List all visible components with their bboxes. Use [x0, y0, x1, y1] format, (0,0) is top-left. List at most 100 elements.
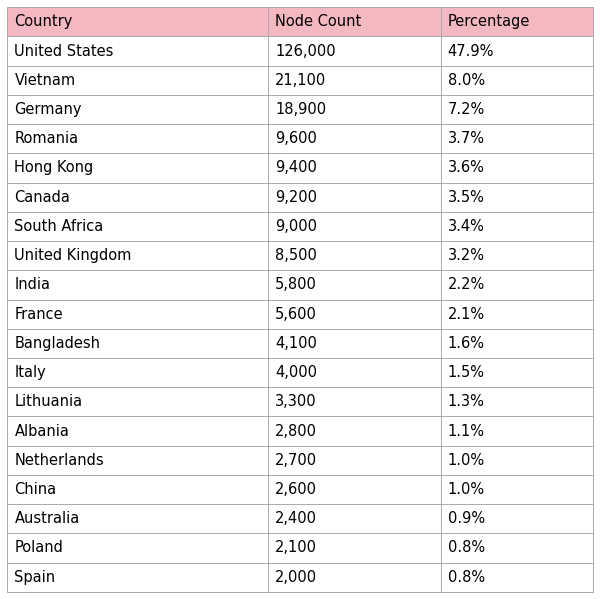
- Bar: [440, 241, 593, 270]
- Bar: [440, 329, 593, 358]
- Bar: [7, 95, 268, 124]
- Bar: [268, 95, 440, 124]
- Text: Albania: Albania: [14, 423, 69, 438]
- Bar: [268, 504, 440, 533]
- Bar: [268, 446, 440, 475]
- Bar: [440, 533, 593, 562]
- Text: 9,200: 9,200: [275, 190, 317, 205]
- Text: Vietnam: Vietnam: [14, 72, 76, 88]
- Text: 2,400: 2,400: [275, 511, 317, 527]
- Text: 3.2%: 3.2%: [448, 248, 485, 263]
- Text: 4,100: 4,100: [275, 336, 317, 351]
- Bar: [440, 66, 593, 95]
- Text: 9,600: 9,600: [275, 131, 317, 146]
- Bar: [7, 475, 268, 504]
- Text: 2.1%: 2.1%: [448, 307, 485, 322]
- Bar: [7, 358, 268, 387]
- Bar: [268, 387, 440, 416]
- Bar: [7, 300, 268, 329]
- Text: 2,700: 2,700: [275, 453, 317, 468]
- Text: 3.7%: 3.7%: [448, 131, 485, 146]
- Bar: [440, 504, 593, 533]
- Text: 2,000: 2,000: [275, 570, 317, 585]
- Bar: [268, 212, 440, 241]
- Text: 18,900: 18,900: [275, 102, 326, 117]
- Text: 3,300: 3,300: [275, 394, 317, 409]
- Bar: [440, 446, 593, 475]
- Bar: [440, 37, 593, 66]
- Text: 2.2%: 2.2%: [448, 277, 485, 292]
- Bar: [440, 95, 593, 124]
- Text: Lithuania: Lithuania: [14, 394, 83, 409]
- Text: Canada: Canada: [14, 190, 70, 205]
- Text: 3.6%: 3.6%: [448, 161, 485, 176]
- Text: Hong Kong: Hong Kong: [14, 161, 94, 176]
- Bar: [268, 300, 440, 329]
- Text: 0.9%: 0.9%: [448, 511, 485, 527]
- Bar: [7, 212, 268, 241]
- Bar: [440, 212, 593, 241]
- Bar: [268, 241, 440, 270]
- Bar: [440, 124, 593, 153]
- Text: Netherlands: Netherlands: [14, 453, 104, 468]
- Bar: [7, 270, 268, 300]
- Text: 7.2%: 7.2%: [448, 102, 485, 117]
- Bar: [7, 153, 268, 183]
- Text: 5,800: 5,800: [275, 277, 317, 292]
- Bar: [7, 562, 268, 592]
- Bar: [7, 416, 268, 446]
- Text: 0.8%: 0.8%: [448, 540, 485, 555]
- Bar: [7, 241, 268, 270]
- Text: Poland: Poland: [14, 540, 63, 555]
- Text: United Kingdom: United Kingdom: [14, 248, 132, 263]
- Bar: [440, 475, 593, 504]
- Bar: [268, 37, 440, 66]
- Bar: [440, 153, 593, 183]
- Bar: [7, 387, 268, 416]
- Text: Country: Country: [14, 14, 73, 29]
- Text: 1.6%: 1.6%: [448, 336, 485, 351]
- Text: 3.5%: 3.5%: [448, 190, 485, 205]
- Bar: [7, 533, 268, 562]
- Text: India: India: [14, 277, 50, 292]
- Bar: [268, 358, 440, 387]
- Text: 1.0%: 1.0%: [448, 453, 485, 468]
- Bar: [268, 270, 440, 300]
- Text: 2,800: 2,800: [275, 423, 317, 438]
- Bar: [440, 416, 593, 446]
- Bar: [268, 475, 440, 504]
- Text: United States: United States: [14, 44, 114, 59]
- Text: 3.4%: 3.4%: [448, 219, 485, 234]
- Text: 47.9%: 47.9%: [448, 44, 494, 59]
- Bar: [7, 37, 268, 66]
- Text: 126,000: 126,000: [275, 44, 335, 59]
- Bar: [7, 504, 268, 533]
- Bar: [440, 270, 593, 300]
- Text: Bangladesh: Bangladesh: [14, 336, 100, 351]
- Text: Germany: Germany: [14, 102, 82, 117]
- Bar: [440, 7, 593, 37]
- Text: 1.5%: 1.5%: [448, 365, 485, 380]
- Text: 1.0%: 1.0%: [448, 482, 485, 497]
- Text: Italy: Italy: [14, 365, 46, 380]
- Text: 8,500: 8,500: [275, 248, 317, 263]
- Text: Australia: Australia: [14, 511, 80, 527]
- Bar: [268, 7, 440, 37]
- Bar: [268, 533, 440, 562]
- Bar: [7, 183, 268, 212]
- Text: 21,100: 21,100: [275, 72, 326, 88]
- Text: 9,000: 9,000: [275, 219, 317, 234]
- Bar: [7, 446, 268, 475]
- Bar: [440, 300, 593, 329]
- Bar: [440, 562, 593, 592]
- Text: Romania: Romania: [14, 131, 79, 146]
- Bar: [440, 358, 593, 387]
- Text: 8.0%: 8.0%: [448, 72, 485, 88]
- Bar: [268, 562, 440, 592]
- Bar: [268, 66, 440, 95]
- Text: France: France: [14, 307, 63, 322]
- Bar: [7, 329, 268, 358]
- Bar: [268, 329, 440, 358]
- Bar: [7, 124, 268, 153]
- Text: 2,600: 2,600: [275, 482, 317, 497]
